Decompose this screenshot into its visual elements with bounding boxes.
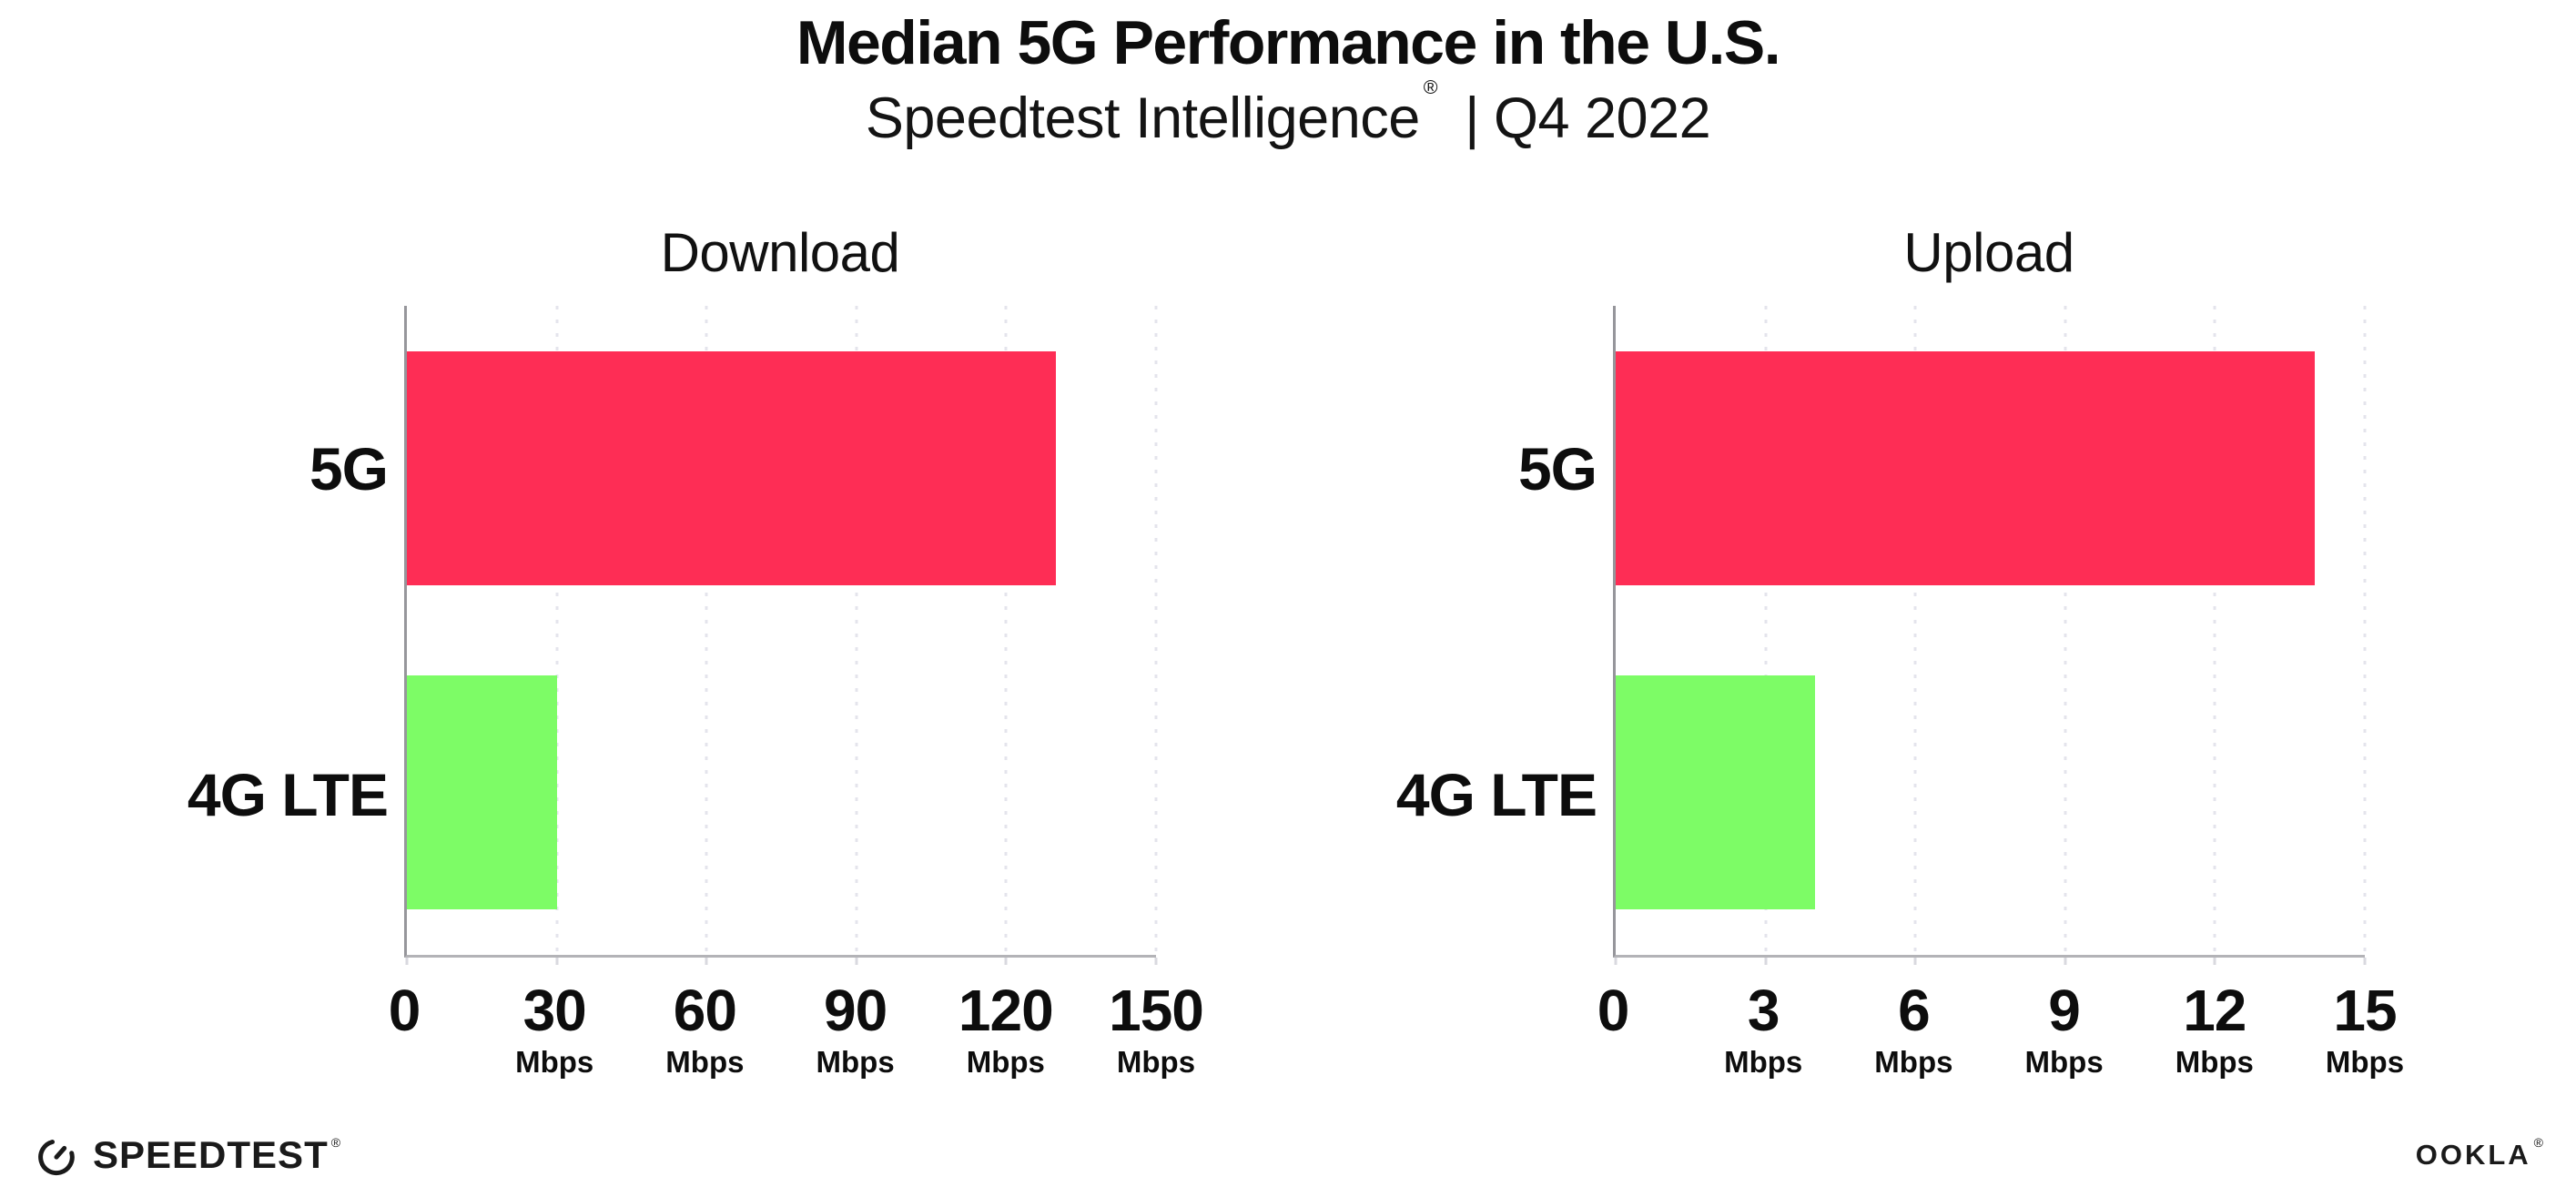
x-tick: 6 Mbps	[1874, 981, 1952, 1077]
axis-tick-mark	[1004, 958, 1008, 965]
plot-row: 5G 4G LTE	[140, 306, 1158, 965]
axis-tick-mark	[2064, 958, 2067, 965]
y-axis-labels: 5G 4G LTE	[1349, 306, 1613, 958]
x-tick-unit: Mbps	[1116, 1045, 1196, 1079]
speedtest-registered-mark: ®	[330, 1135, 341, 1150]
registered-mark: ®	[1423, 76, 1438, 98]
y-label-4g-lte: 4G LTE	[187, 761, 389, 828]
gridline	[2213, 306, 2216, 955]
y-label-4g-lte: 4G LTE	[1395, 761, 1597, 828]
x-tick: 12 Mbps	[2175, 981, 2254, 1077]
axis-tick-mark	[405, 958, 409, 965]
y-label-5g: 5G	[1517, 435, 1597, 502]
gridline	[2363, 306, 2367, 955]
y-axis-labels: 5G 4G LTE	[140, 306, 404, 958]
x-tick-unit: Mbps	[2325, 1045, 2405, 1079]
x-tick-number: 0	[1597, 978, 1630, 1043]
bar-4g-lte	[407, 675, 557, 910]
x-tick-number: 60	[673, 978, 737, 1043]
subtitle-period: Q4 2022	[1493, 86, 1711, 151]
x-tick: 30 Mbps	[515, 981, 593, 1077]
gridline	[705, 306, 708, 955]
subtitle-divider: |	[1465, 86, 1479, 151]
x-tick-number: 15	[2333, 978, 2397, 1043]
axis-tick-mark	[1764, 958, 1768, 965]
x-tick: 120 Mbps	[958, 978, 1054, 1079]
chart-title-download: Download	[660, 222, 900, 283]
y-label-5g: 5G	[309, 435, 389, 502]
speedtest-label: SPEEDTEST	[93, 1133, 329, 1176]
axis-tick-mark	[705, 958, 708, 965]
axis-tick-mark	[1913, 958, 1917, 965]
page-title: Median 5G Performance in the U.S.	[796, 8, 1781, 77]
x-tick: 90 Mbps	[816, 981, 895, 1077]
axis-tick-mark	[2213, 958, 2216, 965]
ookla-logo: OOKLA ®	[2415, 1135, 2543, 1172]
x-tick-unit: Mbps	[1724, 1045, 1803, 1079]
x-tick-unit: Mbps	[816, 1045, 895, 1079]
gridline	[2064, 306, 2067, 955]
gridline	[855, 306, 858, 955]
x-tick-unit: Mbps	[2175, 1045, 2254, 1079]
x-axis-ticks: 0 30 Mbps 60 Mbps 90 Mbps 120 Mbps 150 Mbps	[389, 958, 1204, 1103]
plot-area	[404, 306, 1158, 965]
x-tick: 0	[389, 981, 421, 1040]
bar-5g	[407, 350, 1057, 585]
ookla-label: OOKLA	[2415, 1139, 2531, 1171]
x-tick-unit: Mbps	[515, 1045, 594, 1079]
speedtest-gauge-icon	[33, 1131, 93, 1179]
x-tick-number: 9	[2048, 978, 2081, 1043]
footer: SPEEDTEST ® OOKLA ®	[33, 1131, 2543, 1179]
page-subtitle: Speedtest Intelligence ® | Q4 2022	[0, 76, 2576, 151]
x-tick: 9 Mbps	[2025, 981, 2104, 1077]
subtitle-brand: Speedtest Intelligence	[865, 86, 1420, 151]
x-tick: 15 Mbps	[2326, 981, 2404, 1077]
chart-title-upload: Upload	[1903, 222, 2074, 283]
x-tick-unit: Mbps	[665, 1045, 745, 1079]
x-tick-number: 120	[958, 978, 1054, 1043]
axis-tick-mark	[555, 958, 559, 965]
gridline	[1004, 306, 1008, 955]
header: Median 5G Performance in the U.S. Speedt…	[0, 8, 2576, 151]
ookla-registered-mark: ®	[2533, 1135, 2543, 1150]
gridline	[1764, 306, 1768, 955]
x-tick-unit: Mbps	[1874, 1045, 1953, 1079]
x-tick-number: 3	[1747, 978, 1780, 1043]
charts-row: Download 5G 4G LTE 0 30 Mbps 60 Mbps 90 Mbps 120 Mb…	[0, 223, 2576, 1103]
upload-chart: Upload 5G 4G LTE 0 3 Mbps 6 Mbps 9 Mbps 12 Mbps 15 Mb…	[1349, 222, 2404, 1103]
x-tick-number: 12	[2183, 978, 2246, 1043]
plot-row: 5G 4G LTE	[1349, 306, 2367, 965]
plot-area	[1613, 306, 2367, 965]
bar-4g-lte	[1616, 675, 1816, 910]
x-tick-number: 0	[388, 978, 421, 1043]
gridline	[1154, 306, 1158, 955]
axis-tick-mark	[1614, 958, 1618, 965]
axis-tick-mark	[855, 958, 858, 965]
x-tick: 0	[1597, 978, 1630, 1043]
x-tick: 60 Mbps	[665, 981, 744, 1077]
axis-tick-mark	[1154, 958, 1158, 965]
x-tick-number: 150	[1109, 978, 1204, 1043]
download-chart: Download 5G 4G LTE 0 30 Mbps 60 Mbps 90 Mbps 120 Mb…	[140, 222, 1204, 1103]
x-tick: 150 Mbps	[1109, 978, 1204, 1079]
x-tick-number: 6	[1898, 978, 1931, 1043]
axis-tick-mark	[2363, 958, 2367, 965]
x-tick-unit: Mbps	[966, 1045, 1045, 1079]
bar-5g	[1616, 350, 2316, 585]
gridline	[555, 306, 559, 955]
speedtest-logo: SPEEDTEST ®	[33, 1131, 340, 1179]
x-tick-number: 30	[522, 978, 587, 1043]
x-tick-unit: Mbps	[2024, 1045, 2104, 1079]
gridline	[1913, 306, 1917, 955]
x-axis-ticks: 0 3 Mbps 6 Mbps 9 Mbps 12 Mbps 15 Mbps	[1597, 958, 2404, 1103]
x-tick: 3 Mbps	[1724, 981, 1802, 1077]
x-tick-number: 90	[823, 978, 887, 1043]
